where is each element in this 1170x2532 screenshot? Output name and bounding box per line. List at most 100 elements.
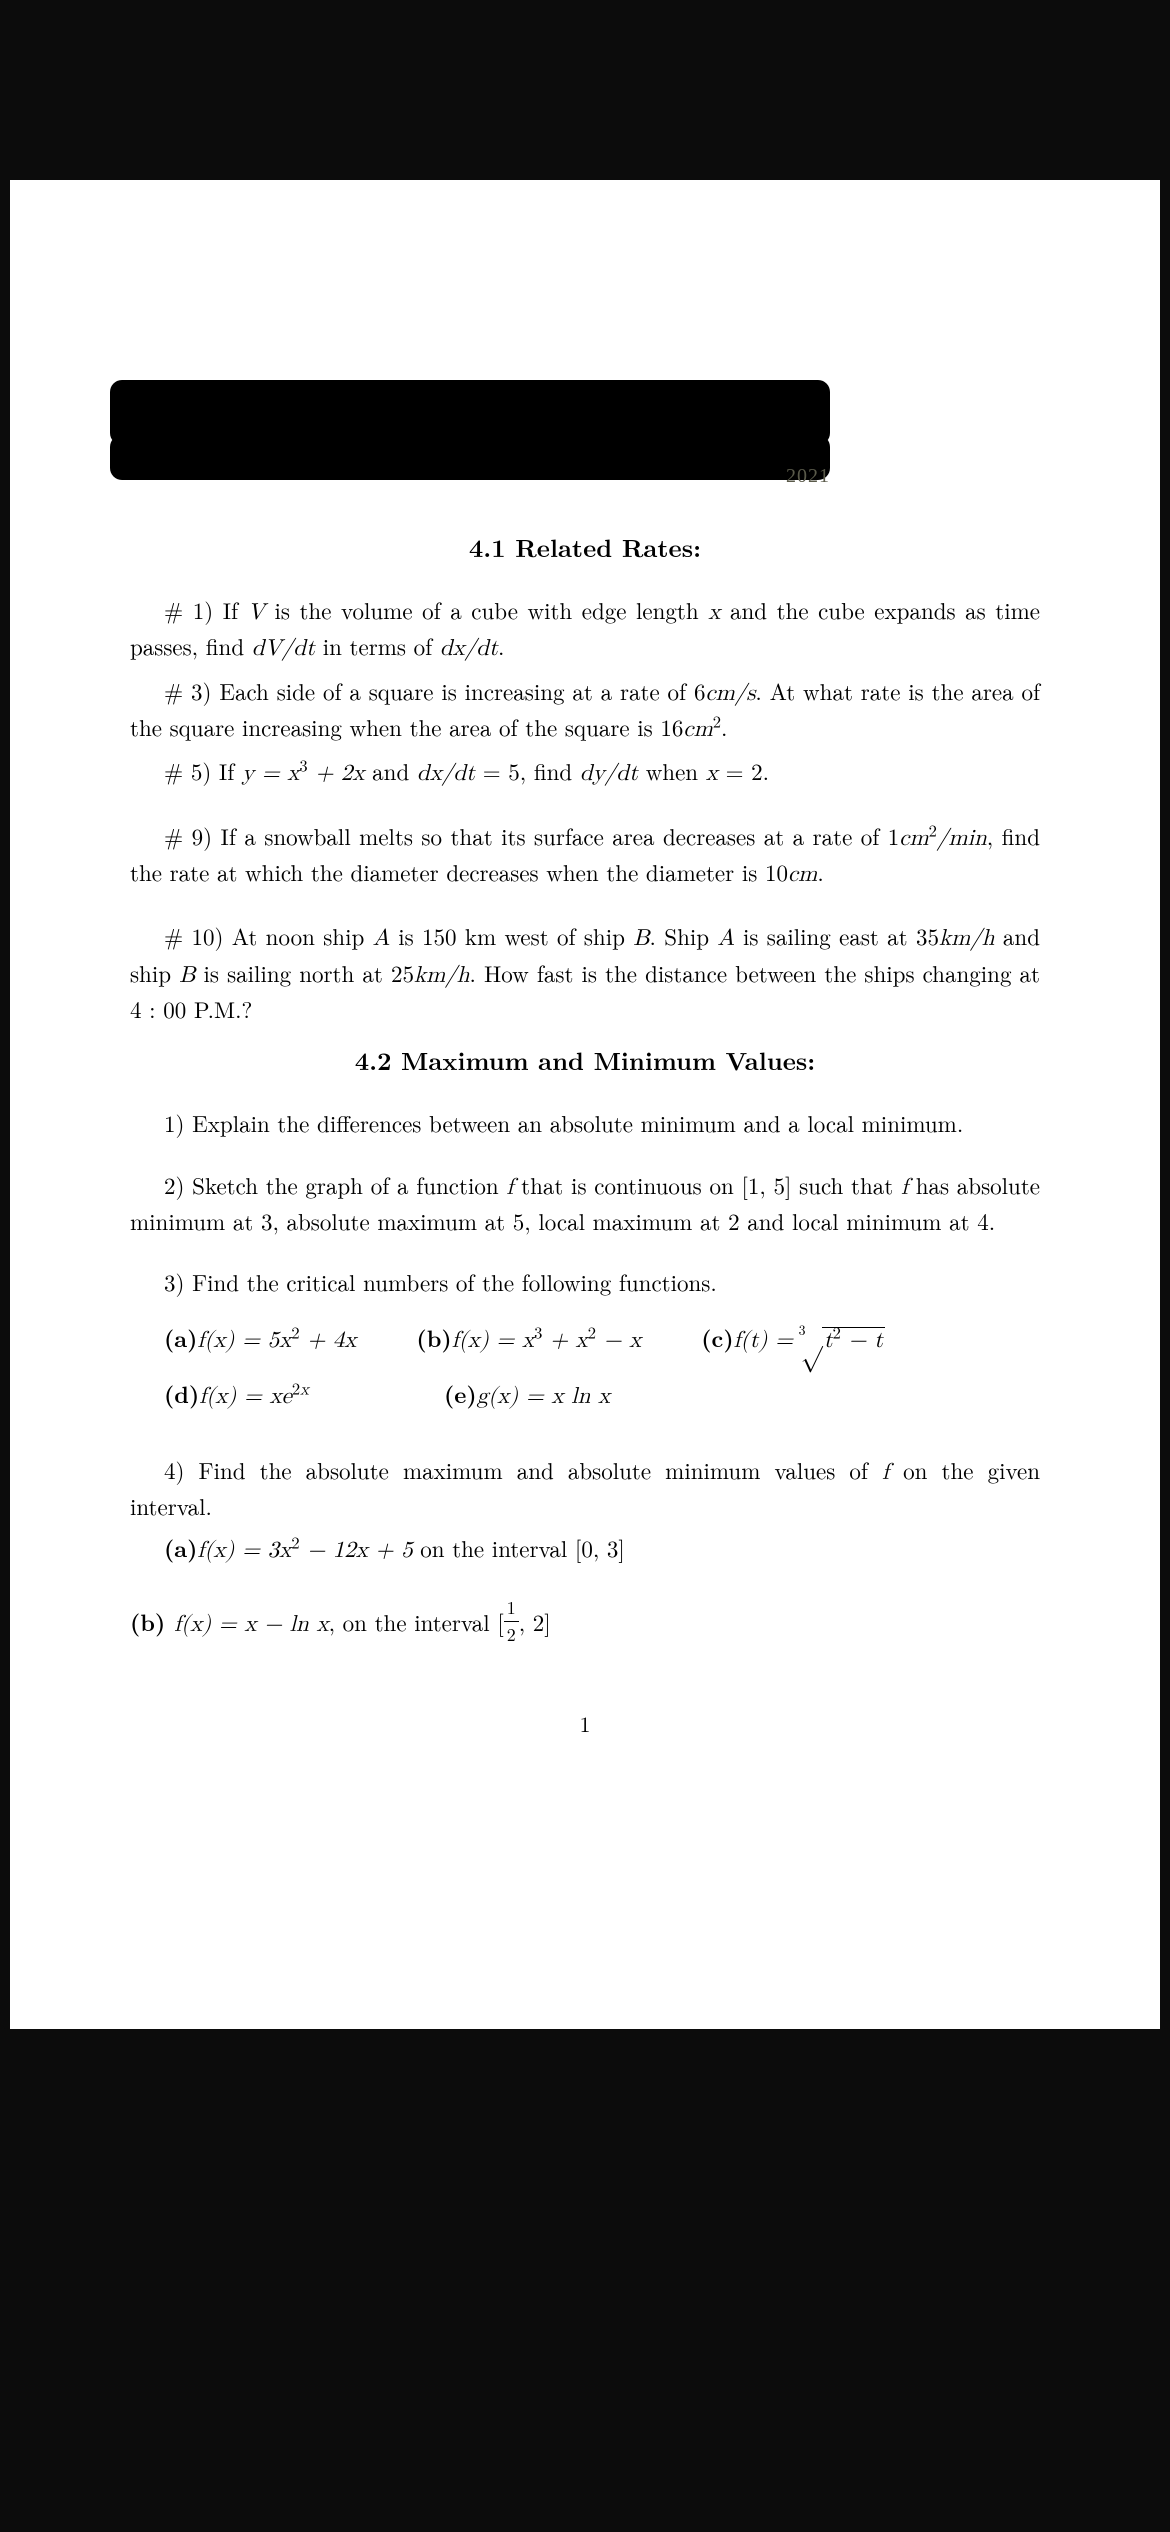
redaction-bar-2: 2021	[110, 435, 830, 480]
math-3c: f(t) = 3√t2 − t	[734, 1329, 885, 1352]
item-3d: (d)f(x) = xe2x	[164, 1377, 384, 1411]
interval-tail: , 2]	[519, 1605, 551, 1638]
unit-cms: cm/s	[705, 682, 755, 705]
item-3e: (e)g(x) = x ln x	[444, 1377, 610, 1411]
math-A: A	[373, 927, 390, 950]
label-3d: (d)	[164, 1377, 199, 1410]
p1-text-d: in terms of	[315, 629, 440, 662]
p3-text-c: .	[721, 710, 727, 743]
m3b-4: − x	[596, 1329, 641, 1352]
m3c-1: f(t) =	[734, 1329, 801, 1352]
math-B2: B	[179, 964, 195, 987]
unit-cm2min-tail: /min	[937, 827, 987, 850]
p10-text-a: # 10) At noon ship	[164, 919, 373, 952]
label-3e: (e)	[444, 1377, 477, 1410]
q4-text-a: 4) Find the absolute maximum and absolut…	[164, 1453, 882, 1486]
unit-cm: cm	[788, 863, 817, 886]
viewport: 2021 4.1 Related Rates: # 1) If V is the…	[0, 0, 1170, 2532]
problem-9: # 9) If a snowball melts so that its sur…	[130, 819, 1040, 892]
p9-text-a: # 9) If a snowball melts so that its sur…	[164, 819, 899, 852]
unit-kmh2: km/h	[414, 964, 470, 987]
section-1-title: 4.1 Related Rates:	[130, 530, 1040, 565]
p10-text-c: . Ship	[650, 919, 718, 952]
question-4: 4) Find the absolute maximum and absolut…	[130, 1453, 1040, 1523]
unit-cm2: cm2	[683, 718, 721, 741]
m3a-3: + 4x	[300, 1329, 357, 1352]
p5-text-d: when	[638, 754, 706, 787]
p5-text-c: = 5, find	[475, 754, 580, 787]
year-label: 2021	[786, 465, 830, 488]
question-4a: (a)f(x) = 3x2 − 12x + 5 on the interval …	[164, 1531, 1040, 1567]
p5-text-b: and	[365, 754, 417, 787]
math-4a: f(x) = 3x2 − 12x + 5	[197, 1539, 412, 1562]
p10-text-b: is 150 km west of ship	[390, 919, 633, 952]
math-3e: g(x) = x ln x	[477, 1385, 610, 1408]
math-V: V	[248, 601, 265, 624]
p10-text-f: is sailing north at 25	[195, 956, 414, 989]
page-number: 1	[130, 1708, 1040, 1739]
m3d-2: xe	[270, 1385, 292, 1408]
problem-1: # 1) If V is the volume of a cube with e…	[130, 593, 1040, 666]
p1-text-a: # 1) If	[164, 593, 248, 626]
p3-text-a: # 3) Each side of a square is increasing…	[164, 674, 705, 707]
row-3abc: (a)f(x) = 5x2 + 4x (b)f(x) = x3 + x2 − x…	[164, 1321, 1040, 1355]
item-3a: (a)f(x) = 5x2 + 4x	[164, 1321, 356, 1355]
math-dxdt: dx/dt	[440, 637, 498, 660]
label-3c: (c)	[701, 1321, 733, 1354]
item-3b: (b)f(x) = x3 + x2 − x	[416, 1321, 641, 1355]
m3b-1: f(x) =	[452, 1329, 522, 1352]
q4b-tail: , on the interval	[329, 1605, 498, 1638]
unit-kmh: km/h	[939, 927, 995, 950]
label-4a: (a)	[164, 1531, 197, 1564]
item-3c: (c)f(t) = 3√t2 − t	[701, 1321, 885, 1355]
m4a-3: − 12x + 5	[300, 1539, 413, 1562]
math-3b: f(x) = x3 + x2 − x	[452, 1329, 642, 1352]
p1-text-e: .	[498, 629, 504, 662]
m3b-3: + x	[542, 1329, 587, 1352]
math-y-eq: y = x3 + 2x	[242, 762, 365, 785]
unit-cm2min-base: cm	[899, 827, 928, 850]
math-dxdt2: dx/dt	[417, 762, 475, 785]
header-redaction-area: 2021	[130, 380, 1040, 500]
m3e-1: g(x) =	[477, 1385, 552, 1408]
cube-root: 3√t2 − t	[801, 1327, 885, 1353]
frac-den: 2	[504, 1621, 519, 1648]
q2-text-b: that is continuous on [1, 5] such that	[513, 1168, 901, 1201]
math-dydt: dy/dt	[580, 762, 638, 785]
math-x2: x	[706, 762, 718, 785]
p5-text-e: = 2.	[718, 754, 769, 787]
question-4b: (b) f(x) = x − ln x, on the interval [12…	[130, 1595, 1040, 1648]
q2-text-a: 2) Sketch the graph of a function	[164, 1168, 506, 1201]
p5-text-a: # 5) If	[164, 754, 242, 787]
section-2-title: 4.2 Maximum and Minimum Values:	[130, 1043, 1040, 1078]
m3c-3: − t	[841, 1329, 883, 1352]
document-page: 2021 4.1 Related Rates: # 1) If V is the…	[10, 180, 1160, 2029]
label-3a: (a)	[164, 1321, 197, 1354]
m3a-2: 5x	[268, 1329, 292, 1352]
p1-text-b: is the volume of a cube with edge length	[265, 593, 708, 626]
row-3de: (d)f(x) = xe2x (e)g(x) = x ln x	[164, 1377, 1040, 1411]
label-4b: (b)	[130, 1605, 174, 1638]
m3d-1: f(x) =	[199, 1385, 269, 1408]
q4a-tail: on the interval [0, 3]	[413, 1531, 625, 1564]
question-2: 2) Sketch the graph of a function f that…	[130, 1168, 1040, 1238]
label-3b: (b)	[416, 1321, 451, 1354]
m3c-2: t	[824, 1329, 833, 1352]
fraction-half: 12	[504, 1595, 519, 1648]
math-B: B	[633, 927, 649, 950]
math-3a: f(x) = 5x2 + 4x	[197, 1329, 356, 1352]
unit-cm2-base: cm	[683, 718, 712, 741]
math-f2: f	[901, 1176, 908, 1199]
m3e-2: x ln x	[551, 1385, 610, 1408]
question-3: 3) Find the critical numbers of the foll…	[130, 1265, 1040, 1298]
m3b-2: x	[522, 1329, 534, 1352]
math-A2: A	[717, 927, 734, 950]
math-y-eq-b: + 2x	[308, 762, 365, 785]
p10-text-d: is sailing east at 35	[735, 919, 939, 952]
p9-text-c: .	[817, 855, 823, 888]
math-y-eq-a: y = x	[242, 762, 299, 785]
frac-num: 1	[504, 1595, 519, 1621]
unit-cm2min: cm2/min	[899, 827, 987, 850]
math-4b: f(x) = x − ln x	[174, 1613, 329, 1636]
problem-5: # 5) If y = x3 + 2x and dx/dt = 5, find …	[130, 754, 1040, 790]
